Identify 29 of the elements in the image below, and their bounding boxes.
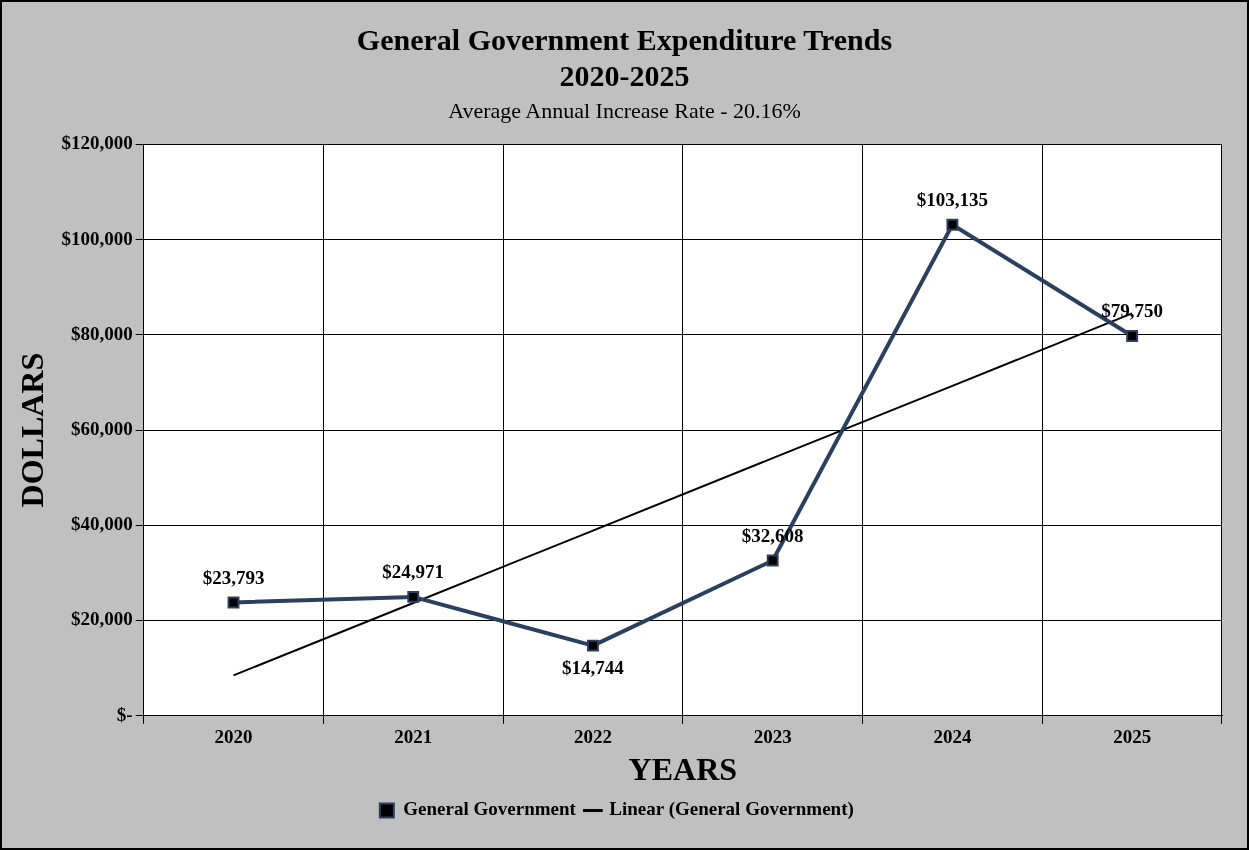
data-label: $14,744 — [562, 657, 625, 678]
chart-title: General Government Expenditure Trends 2020-2025 — [355, 22, 894, 94]
y-tick-label: $40,000 — [70, 513, 133, 535]
y-tick-label: $60,000 — [70, 418, 133, 440]
y-tick-label: $- — [116, 703, 133, 725]
y-axis-title: DOLLARS — [14, 352, 51, 508]
point — [766, 554, 779, 567]
point — [946, 218, 959, 231]
y-tick-label: $20,000 — [70, 608, 133, 630]
data-label: $24,971 — [382, 561, 445, 583]
x-axis-title: YEARS — [628, 751, 738, 788]
x-tick-label: 2025 — [1113, 726, 1152, 748]
x-tick-label: 2022 — [573, 726, 612, 748]
x-tick-label: 2023 — [753, 726, 792, 748]
y-tick-label: $120,000 — [61, 132, 133, 154]
data-label: $103,135 — [916, 189, 989, 211]
chart-subtitle: Average Annual Increase Rate - 20.16% — [447, 98, 802, 124]
x-tick-label: 2020 — [214, 726, 253, 748]
x-tick-label: 2021 — [394, 726, 433, 748]
point — [587, 639, 599, 652]
legend-label: General Government — [403, 798, 577, 820]
point — [1126, 330, 1139, 343]
x-tick-label: 2024 — [933, 726, 972, 748]
y-tick-label: $100,000 — [61, 227, 133, 249]
point — [407, 590, 420, 603]
data-label: $79,750 — [1101, 300, 1164, 322]
legend-label: Linear (General Government) — [609, 798, 854, 821]
y-tick-label: $80,000 — [70, 322, 133, 344]
data-label: $23,793 — [202, 566, 265, 588]
